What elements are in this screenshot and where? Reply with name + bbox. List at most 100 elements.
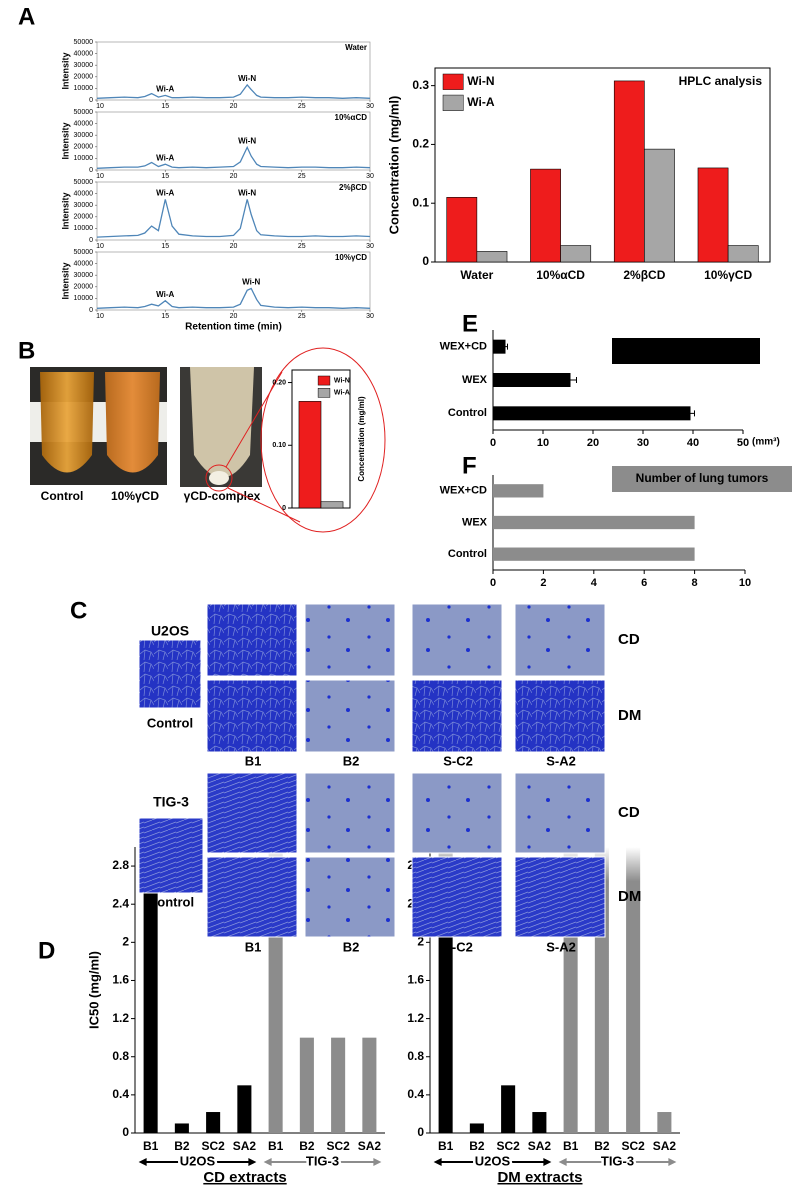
bar bbox=[206, 1112, 221, 1133]
micrograph bbox=[206, 772, 298, 854]
panel-label: B bbox=[18, 337, 35, 364]
legend-swatch bbox=[317, 375, 331, 386]
y-tick-label: 40000 bbox=[74, 120, 94, 127]
x-tick-label: 15 bbox=[161, 103, 169, 110]
group-label: TIG-3 bbox=[306, 1153, 339, 1168]
cell-line-label: U2OS bbox=[151, 623, 189, 639]
zoom-callout bbox=[205, 347, 386, 533]
x-tick-label: 4 bbox=[591, 577, 598, 589]
bar bbox=[493, 373, 571, 387]
plot-frame bbox=[96, 251, 371, 311]
x-tick-label: 40 bbox=[687, 437, 699, 449]
y-tick-label: Control bbox=[448, 548, 487, 560]
y-tick-label: 10000 bbox=[74, 85, 94, 92]
x-tick-label: 20 bbox=[230, 173, 238, 180]
y-tick-label: 50000 bbox=[74, 249, 94, 256]
error-bar bbox=[564, 377, 577, 383]
y-tick-label: 1.2 bbox=[407, 1011, 424, 1025]
y-axis-label: Concentration (mg/ml) bbox=[357, 396, 366, 482]
y-tick-label: 20000 bbox=[74, 214, 94, 221]
chart-title: CD extracts bbox=[203, 1169, 286, 1186]
y-tick-label: WEX bbox=[462, 516, 488, 528]
micrograph bbox=[514, 603, 606, 677]
y-tick-label: 20000 bbox=[74, 74, 94, 81]
peak-label: Wi-N bbox=[238, 136, 256, 145]
y-tick-label: 10000 bbox=[74, 155, 94, 162]
x-tick-label: B2 bbox=[469, 1139, 485, 1153]
title-box bbox=[612, 466, 792, 492]
chart-title: DM extracts bbox=[497, 1169, 582, 1186]
x-tick-label: SA2 bbox=[233, 1139, 257, 1153]
bar bbox=[697, 167, 729, 263]
bar bbox=[174, 1123, 189, 1133]
chromatogram-line bbox=[96, 83, 371, 99]
x-tick-label: 10 bbox=[96, 243, 104, 250]
x-tick-label: 10 bbox=[739, 577, 751, 589]
x-tick-label: B2 bbox=[174, 1139, 190, 1153]
x-tick-label: 6 bbox=[641, 577, 647, 589]
panel-title: 2%βCD bbox=[339, 183, 367, 192]
y-tick-label: 10000 bbox=[74, 225, 94, 232]
chromatogram-line bbox=[96, 145, 371, 169]
photo-label: 10%γCD bbox=[111, 489, 159, 503]
legend-label: Wi-N bbox=[467, 74, 494, 88]
error-bar bbox=[503, 343, 508, 350]
x-tick-label: SC2 bbox=[326, 1139, 350, 1153]
x-tick-label: 2%βCD bbox=[623, 268, 665, 282]
x-tick-label: 10%αCD bbox=[536, 268, 585, 282]
bar bbox=[626, 847, 641, 1133]
control-image bbox=[138, 639, 202, 709]
panel-label: E bbox=[462, 310, 478, 337]
bar bbox=[613, 80, 645, 263]
x-tick-label: SC2 bbox=[496, 1139, 520, 1153]
y-axis-label: Intensity bbox=[60, 262, 70, 299]
y-tick-label: 30000 bbox=[74, 132, 94, 139]
y-tick-label: 50000 bbox=[74, 39, 94, 46]
control-label: Control bbox=[147, 715, 193, 730]
bar bbox=[530, 168, 561, 263]
peak-label: Wi-N bbox=[242, 278, 260, 287]
y-tick-label: 0 bbox=[422, 254, 429, 268]
x-tick-label: 25 bbox=[298, 103, 306, 110]
bar bbox=[446, 197, 478, 263]
column-label: B2 bbox=[343, 939, 360, 954]
column-label: B1 bbox=[245, 939, 262, 954]
column-label: S-C2 bbox=[443, 753, 473, 768]
bar bbox=[237, 1085, 252, 1133]
chromatogram-line bbox=[96, 287, 371, 309]
x-tick-label: B1 bbox=[143, 1139, 159, 1153]
x-tick-label: B2 bbox=[299, 1139, 315, 1153]
x-tick-label: 8 bbox=[692, 577, 698, 589]
x-tick-label: 10%γCD bbox=[704, 268, 752, 282]
x-tick-label: 10 bbox=[96, 173, 104, 180]
y-tick-label: 30000 bbox=[74, 62, 94, 69]
y-tick-label: 2 bbox=[122, 935, 129, 949]
y-tick-label: 1.2 bbox=[112, 1011, 129, 1025]
x-tick-label: SC2 bbox=[621, 1139, 645, 1153]
bar bbox=[362, 1037, 377, 1133]
panel-label: C bbox=[70, 597, 87, 624]
y-tick-label: 40000 bbox=[74, 190, 94, 197]
y-tick-label: 1.6 bbox=[112, 973, 129, 987]
x-tick-label: B1 bbox=[438, 1139, 454, 1153]
x-tick-label: 2 bbox=[540, 577, 546, 589]
panel-label: F bbox=[462, 452, 477, 479]
micrograph bbox=[304, 856, 396, 938]
x-tick-label: 25 bbox=[298, 173, 306, 180]
bar bbox=[501, 1085, 516, 1133]
photo-tubes bbox=[30, 367, 262, 487]
x-tick-label: 15 bbox=[161, 313, 169, 320]
group-label: U2OS bbox=[180, 1153, 216, 1168]
bar bbox=[320, 501, 344, 509]
y-tick-label: 2.4 bbox=[112, 896, 129, 910]
bar bbox=[493, 484, 544, 498]
column-label: B1 bbox=[245, 753, 262, 768]
y-tick-label: 0.4 bbox=[112, 1087, 129, 1101]
bar bbox=[469, 1123, 484, 1133]
x-tick-label: Water bbox=[460, 268, 493, 282]
y-axis-label: Intensity bbox=[60, 122, 70, 159]
y-tick-label: 0.2 bbox=[412, 137, 429, 151]
chart-title: Tumor volume bbox=[645, 343, 727, 357]
y-tick-label: 30000 bbox=[74, 272, 94, 279]
x-tick-label: 20 bbox=[587, 437, 599, 449]
